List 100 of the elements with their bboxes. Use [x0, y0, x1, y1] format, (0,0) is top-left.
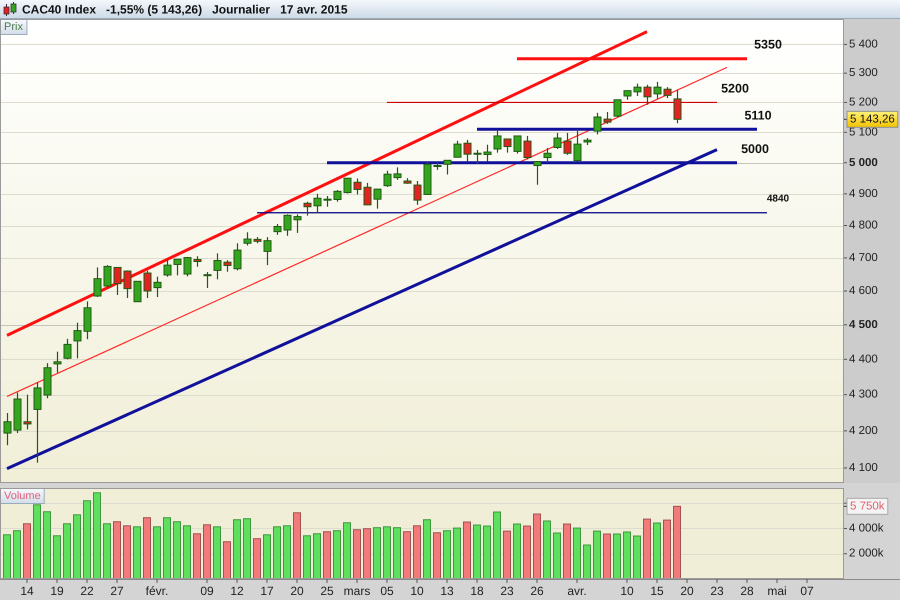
series-label: 5110 — [744, 108, 772, 122]
candlestick — [484, 144, 492, 162]
x-tick-label: 17 — [260, 584, 274, 598]
bar — [453, 528, 461, 579]
candlestick — [654, 81, 662, 100]
y-axis-title: Prix — [4, 21, 24, 33]
y-tick-label: 4 400 — [849, 353, 878, 366]
candlestick — [204, 271, 212, 289]
candlestick — [64, 338, 72, 360]
candlestick — [534, 160, 542, 186]
bar — [553, 532, 561, 579]
bar — [333, 530, 341, 579]
candlestick — [104, 264, 112, 288]
x-tick-label: 27 — [110, 584, 124, 598]
candlestick — [354, 178, 362, 196]
candlestick — [574, 128, 582, 162]
y-tick-label: 4 600 — [849, 284, 878, 297]
candlestick — [414, 180, 422, 206]
candlestick — [4, 412, 12, 446]
candlestick — [644, 84, 652, 106]
y-tick-label: 4 500 — [849, 318, 878, 331]
bar — [153, 526, 161, 579]
candlestick — [344, 177, 352, 194]
candlestick — [594, 112, 602, 136]
candlestick — [364, 182, 372, 206]
candlestick — [524, 135, 532, 160]
bar — [493, 512, 501, 579]
bar — [63, 523, 71, 579]
y-tick-label: 5 000 — [849, 156, 878, 169]
bar — [273, 526, 281, 579]
bar — [113, 521, 121, 579]
series-label: 5350 — [754, 38, 782, 52]
bar — [243, 518, 251, 579]
candlestick — [274, 223, 282, 236]
bar — [403, 531, 411, 579]
bar — [623, 531, 631, 579]
bar — [103, 523, 111, 579]
candlestick — [294, 214, 302, 234]
bar — [583, 544, 591, 579]
candlestick — [514, 135, 522, 154]
y-tick-label: 4 100 — [849, 462, 878, 474]
candlestick — [144, 270, 152, 299]
candlestick — [34, 382, 42, 464]
bar — [233, 519, 241, 579]
bar — [363, 528, 371, 579]
x-tick-label: mai — [767, 584, 787, 598]
y-tick-label: 4 900 — [849, 188, 878, 200]
y-tick-label: 4 000k — [849, 522, 884, 534]
bar — [43, 511, 51, 579]
bar — [83, 500, 91, 579]
bar — [543, 520, 551, 579]
candlestick — [224, 260, 232, 272]
y-tick-label: 5 200 — [849, 96, 878, 108]
bar — [603, 534, 611, 579]
bar — [633, 536, 641, 579]
y-tick-label: 4 800 — [849, 220, 878, 232]
x-tick-label: 14 — [20, 584, 34, 598]
candlestick — [604, 111, 612, 124]
bar — [283, 525, 291, 579]
bar — [323, 531, 331, 579]
chart-title: CAC40 Index -1,55% (5 143,26) Journalier 17 avr. 2015 — [22, 2, 348, 16]
x-tick-label: 05 — [380, 584, 394, 598]
bar — [533, 514, 541, 579]
candlestick — [334, 189, 342, 202]
candlestick — [164, 258, 172, 278]
x-tick-label: mars — [344, 584, 370, 598]
candlestick — [94, 266, 102, 298]
candlestick — [284, 214, 292, 236]
bar — [263, 534, 271, 579]
candlestick — [314, 193, 322, 214]
y-tick-label: 5 400 — [849, 38, 878, 50]
bar — [183, 525, 191, 579]
x-tick-label: 25 — [320, 584, 334, 598]
candlestick — [624, 90, 632, 100]
candlestick — [84, 300, 92, 340]
bar — [343, 522, 351, 579]
bar — [483, 526, 491, 579]
bar — [663, 520, 671, 579]
candlestick — [444, 159, 452, 176]
x-tick-label: févr. — [146, 584, 168, 598]
candlestick — [494, 130, 502, 154]
y-tick-label: 5 100 — [849, 126, 878, 138]
candlestick — [504, 138, 512, 154]
y-tick-label: 4 300 — [849, 388, 878, 401]
text: 5 750k — [850, 500, 885, 512]
candlestick — [384, 170, 392, 188]
bar — [293, 512, 301, 579]
candlestick — [114, 266, 122, 296]
x-tick-label: 09 — [200, 584, 214, 598]
bar — [473, 524, 481, 579]
candlestick — [464, 139, 472, 162]
candlestick — [674, 89, 682, 124]
candlestick — [244, 232, 252, 246]
candlestick — [154, 276, 162, 298]
bar — [513, 524, 521, 579]
bar — [303, 535, 311, 579]
bar — [3, 534, 11, 579]
bar — [523, 526, 531, 579]
candlestick — [564, 132, 572, 156]
bar — [173, 521, 181, 579]
